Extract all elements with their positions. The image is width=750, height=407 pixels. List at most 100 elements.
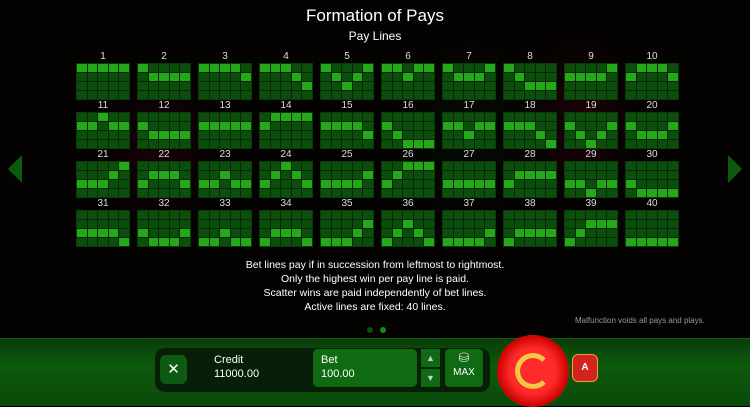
payline-cell-active [260,122,270,130]
payline-cell [241,82,251,90]
payline-cell-active [87,122,98,130]
payline-cell-active [525,82,535,90]
payline-cell [596,64,607,72]
payline-cell [352,189,363,197]
bet-increase-button[interactable]: ▲ [421,349,440,367]
payline-number: 27 [463,149,475,160]
payline-cell-active [596,73,607,81]
payline-cell [403,238,413,246]
prev-page-arrow-icon[interactable] [8,155,22,183]
close-button[interactable]: ✕ [160,355,187,384]
payline-cell-active [657,64,668,72]
payline-cell [575,162,586,170]
next-page-arrow-icon[interactable] [728,155,742,183]
payline-number: 9 [588,51,594,62]
payline-cell [453,82,464,90]
payline-cell [331,140,342,148]
payline-cell-active [525,122,535,130]
payline-cell [352,113,363,121]
payline-cell-active [342,122,352,130]
payline-cell [260,73,270,81]
payline-cell-active [668,122,678,130]
payline-cell [535,122,546,130]
payline-27: 27 [442,149,496,198]
payline-cell [119,189,129,197]
payline-cell [321,73,331,81]
max-bet-button[interactable]: ⛁ MAX [445,349,483,387]
payline-cell [291,211,302,219]
payline-cell [657,220,668,228]
page-dot[interactable] [367,327,373,333]
payline-number: 23 [219,149,231,160]
payline-cell [535,113,546,121]
payline-cell-active [453,238,464,246]
payline-cell [413,91,424,99]
payline-cell [485,238,495,246]
payline-number: 13 [219,100,231,111]
payline-grid [503,210,557,247]
payline-cell [241,64,251,72]
payline-cell [382,82,392,90]
payline-cell [607,91,617,99]
payline-cell [626,229,636,237]
payline-cell [575,189,586,197]
payline-cell [270,131,281,139]
payline-cell-active [413,162,424,170]
payline-cell [403,180,413,188]
payline-cell [87,238,98,246]
payline-cell-active [119,122,129,130]
payline-cell-active [382,180,392,188]
payline-grid [503,161,557,198]
page-dot-active[interactable] [380,327,386,333]
payline-cell [260,229,270,237]
payline-cell [87,220,98,228]
payline-cell [220,82,230,90]
payline-cell [180,82,190,90]
autoplay-button[interactable]: A [572,354,598,382]
payline-cell [575,220,586,228]
spin-button[interactable] [497,335,569,407]
payline-cell [413,238,424,246]
payline-cell-active [108,229,119,237]
bet-decrease-button[interactable]: ▼ [421,369,440,387]
payline-cell [108,211,119,219]
payline-cell-active [180,229,190,237]
payline-cell [180,140,190,148]
payline-number: 16 [402,100,414,111]
payline-cell [302,189,312,197]
payline-cell-active [321,238,331,246]
payline-cell [647,220,657,228]
payline-cell [169,113,180,121]
payline-cell-active [291,229,302,237]
payline-cell [403,171,413,179]
payline-cell [260,140,270,148]
payline-cell [302,64,312,72]
payline-grid [381,161,435,198]
payline-grid [625,112,679,149]
payline-cell [270,220,281,228]
payline-cell-active [363,220,373,228]
payline-cell [546,238,556,246]
payline-cell [241,189,251,197]
payline-cell-active [108,122,119,130]
payline-cell-active [230,180,241,188]
payline-cell [636,113,647,121]
payline-number: 2 [161,51,167,62]
payline-cell-active [443,122,453,130]
payline-cell [363,180,373,188]
payline-cell [180,122,190,130]
payline-cell [485,140,495,148]
payline-cell [586,64,596,72]
payline-cell [413,220,424,228]
payline-cell [180,162,190,170]
payline-cell [382,211,392,219]
payline-cell [230,91,241,99]
payline-cell [392,122,403,130]
payline-cell [647,82,657,90]
payline-cell [464,171,474,179]
bet-field[interactable] [313,349,417,387]
payline-cell [169,211,180,219]
payline-cell [199,211,209,219]
payline-cell [504,91,514,99]
payline-cell [647,122,657,130]
